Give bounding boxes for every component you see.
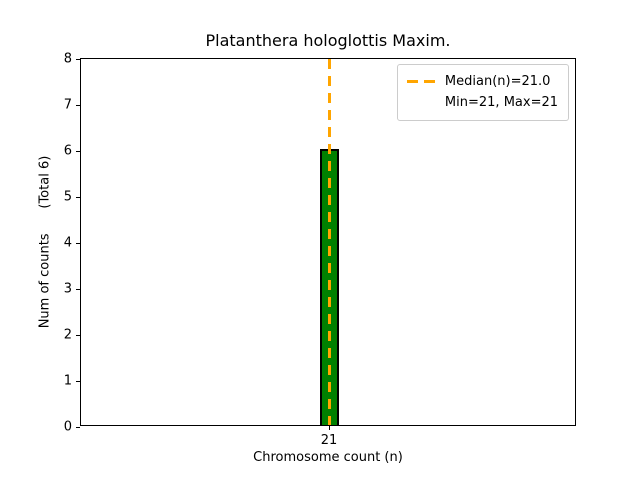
y-tick-label: 6 xyxy=(63,143,72,159)
y-tick-label: 2 xyxy=(63,327,72,343)
legend: Median(n)=21.0 Min=21, Max=21 xyxy=(396,64,569,121)
legend-entry-median: Median(n)=21.0 xyxy=(406,71,558,92)
chart-title: Platanthera hologlottis Maxim. xyxy=(205,31,451,50)
y-tick-mark xyxy=(76,150,80,152)
legend-dash-icon xyxy=(406,80,435,83)
plot-area: Median(n)=21.0 Min=21, Max=21 0 1 2 3 4 5 6 7 8 2… xyxy=(64,53,576,448)
y-tick-label: 0 xyxy=(63,419,72,435)
y-tick-mark xyxy=(76,58,80,60)
y-tick-label: 5 xyxy=(63,189,72,205)
legend-entry-minmax: Min=21, Max=21 xyxy=(407,92,558,113)
legend-label-minmax: Min=21, Max=21 xyxy=(444,95,558,110)
legend-label-median: Median(n)=21.0 xyxy=(444,74,551,89)
y-tick-label: 3 xyxy=(63,281,72,297)
y-tick-label: 4 xyxy=(63,235,72,251)
y-tick-label: 1 xyxy=(63,373,72,389)
y-tick-mark xyxy=(76,334,80,336)
x-tick-mark xyxy=(328,426,330,430)
median-dashed-line xyxy=(327,59,331,425)
y-axis-label: Num of counts (Total 6) xyxy=(37,155,53,329)
legend-blank-marker xyxy=(407,101,435,104)
y-tick-mark xyxy=(76,196,80,198)
y-tick-mark xyxy=(76,426,80,428)
y-tick-label: 8 xyxy=(63,51,72,67)
y-tick-mark xyxy=(76,242,80,244)
x-tick-label: 21 xyxy=(320,433,338,448)
y-tick-label: 7 xyxy=(63,97,72,113)
y-tick-mark xyxy=(76,380,80,382)
y-tick-mark xyxy=(76,288,80,290)
x-axis-label: Chromosome count (n) xyxy=(253,450,403,465)
y-tick-mark xyxy=(76,104,80,106)
